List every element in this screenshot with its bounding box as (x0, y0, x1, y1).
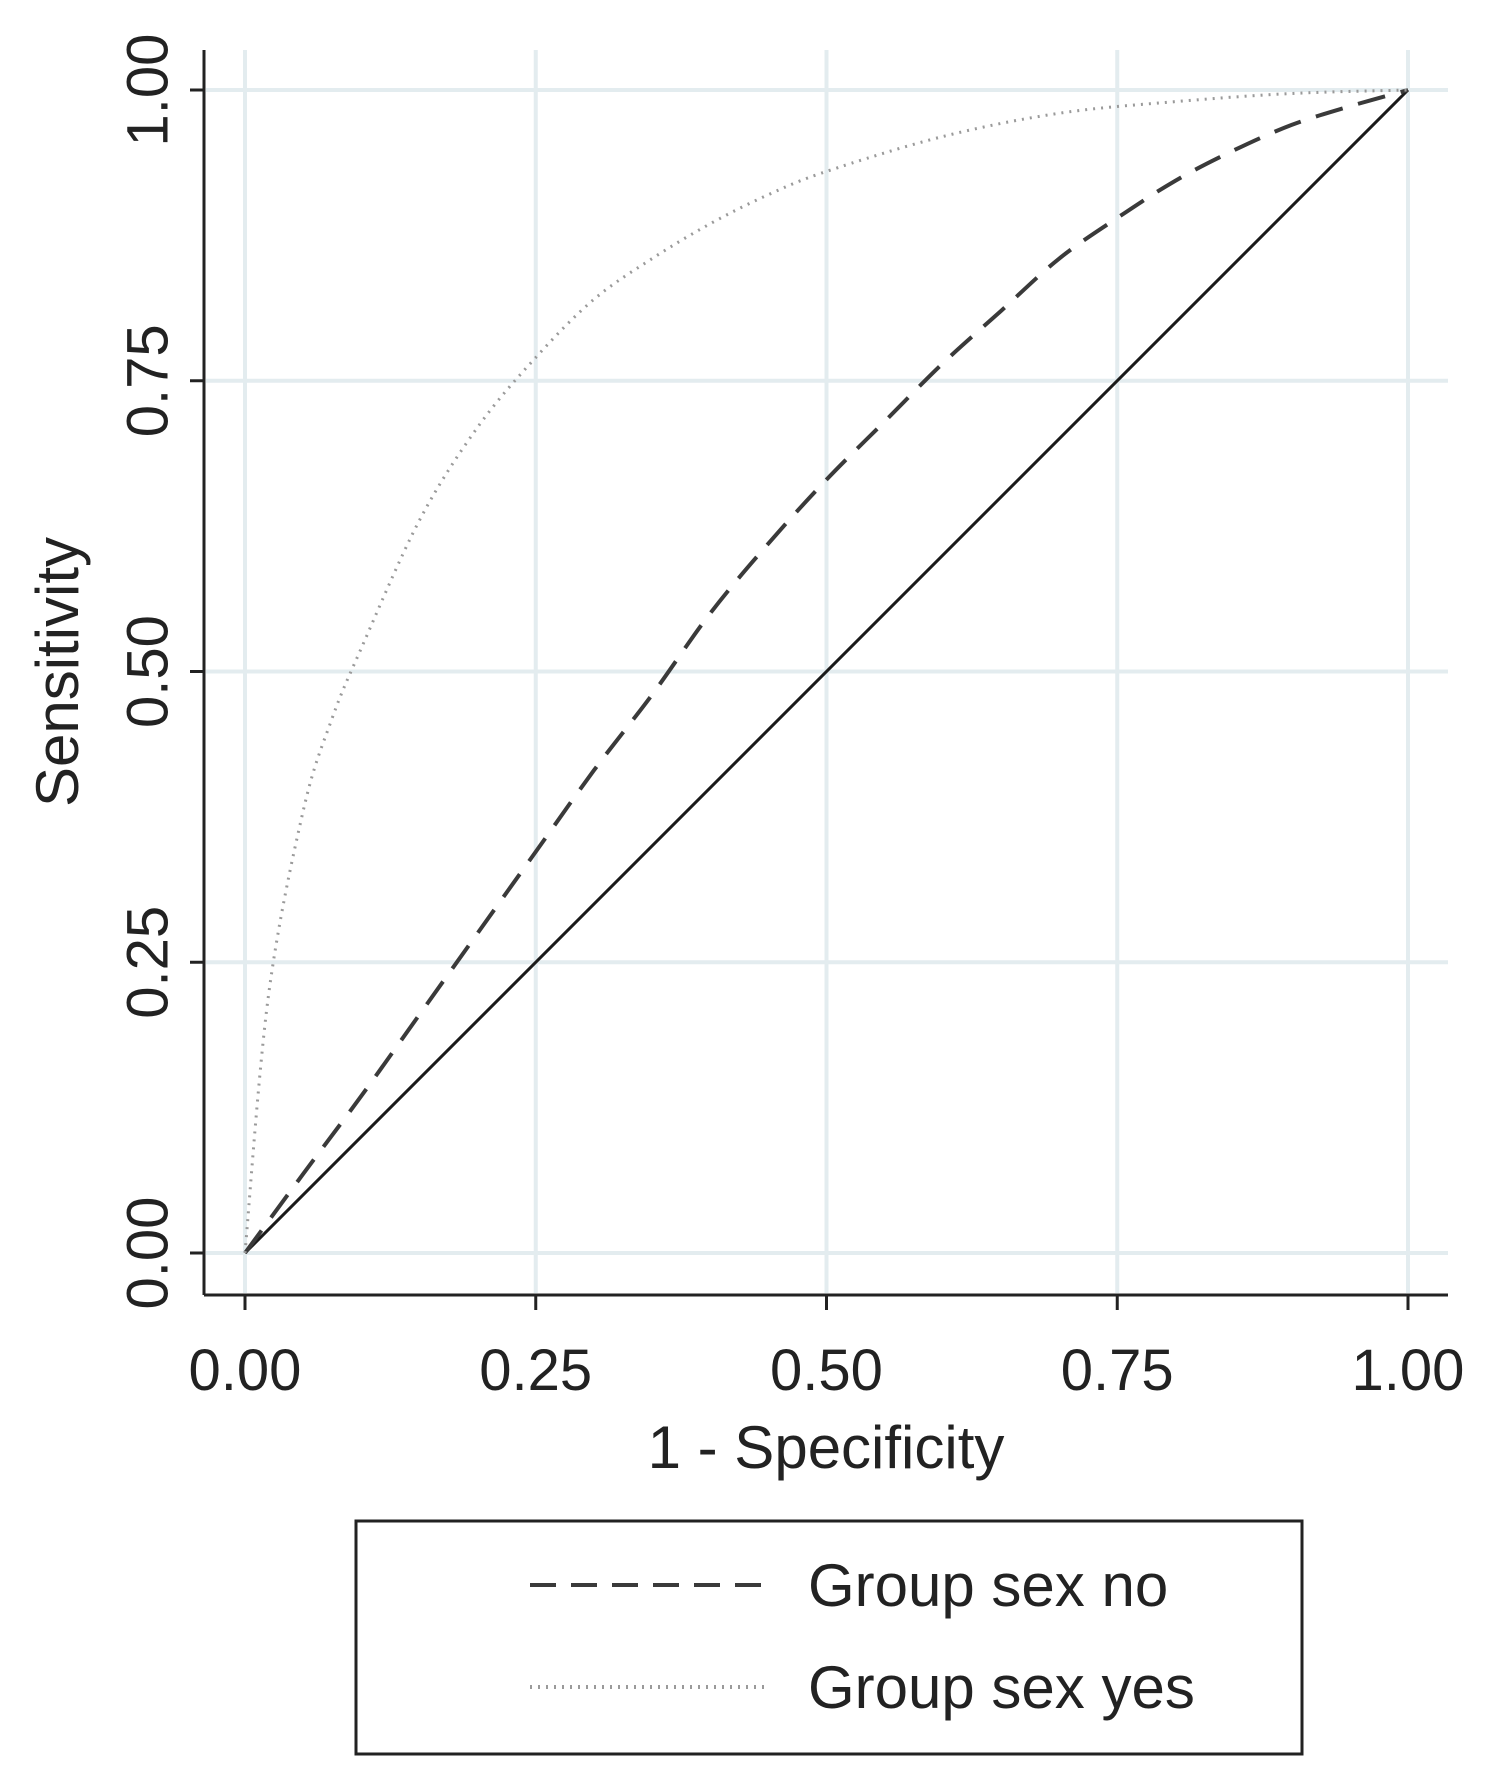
y-axis-title: Sensitivity (24, 537, 91, 807)
series-line-reference (243, 88, 1410, 1255)
y-tick-label: 0.25 (116, 906, 181, 1019)
y-tick-label: 1.00 (116, 34, 181, 147)
legend: Group sex no Group sex yes (354, 1519, 1304, 1756)
x-tick-label: 0.75 (1061, 1338, 1174, 1403)
y-tick-label: 0.50 (116, 615, 181, 728)
y-tick-label: 0.00 (116, 1197, 181, 1310)
ticks: 0.00 0.25 0.50 0.75 1.00 0.00 0.25 0.50 0.75 1.00 (116, 34, 1465, 1403)
x-axis-title: 1 - Specificity (648, 1414, 1005, 1481)
y-tick-label: 0.75 (116, 324, 181, 437)
legend-box (354, 1519, 1304, 1756)
x-tick-label: 1.00 (1352, 1338, 1465, 1403)
series-lines (243, 88, 1410, 1255)
legend-label-group-sex-no: Group sex no (808, 1552, 1168, 1619)
grid-lines (206, 50, 1448, 1293)
x-tick-label: 0.50 (770, 1338, 883, 1403)
x-tick-label: 0.25 (479, 1338, 592, 1403)
legend-label-group-sex-yes: Group sex yes (808, 1654, 1195, 1721)
x-tick-label: 0.00 (189, 1338, 302, 1403)
